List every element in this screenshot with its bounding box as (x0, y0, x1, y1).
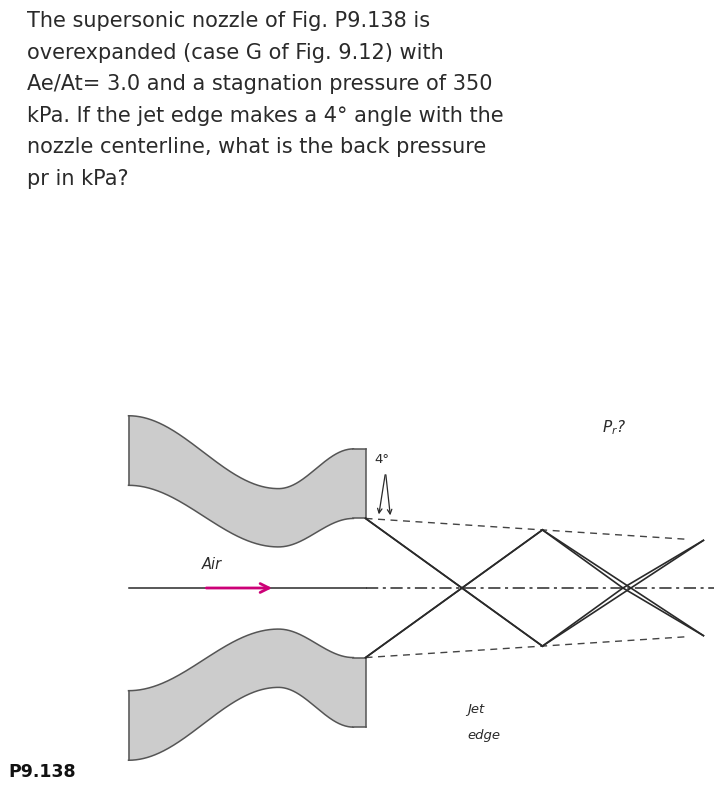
Polygon shape (129, 416, 353, 547)
Text: Air: Air (202, 558, 222, 573)
Text: Jet: Jet (468, 702, 485, 715)
Text: The supersonic nozzle of Fig. P9.138 is
overexpanded (case G of Fig. 9.12) with
: The supersonic nozzle of Fig. P9.138 is … (27, 11, 504, 189)
Text: edge: edge (468, 729, 501, 742)
Text: P9.138: P9.138 (9, 763, 76, 781)
Polygon shape (353, 449, 366, 518)
Text: 4°: 4° (374, 454, 390, 466)
Polygon shape (129, 629, 353, 760)
Polygon shape (353, 658, 366, 727)
Text: $P_r$?: $P_r$? (602, 418, 626, 437)
